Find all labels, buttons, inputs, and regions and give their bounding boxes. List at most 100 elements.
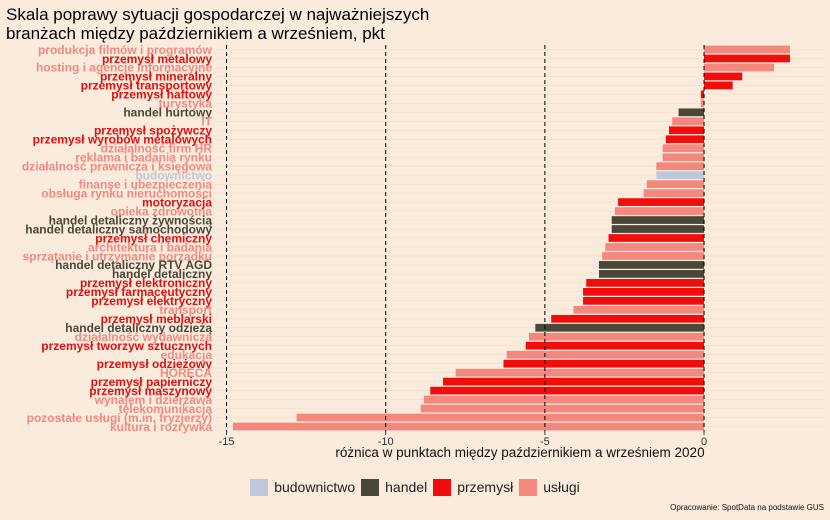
category-label: działalność wydawnicza [75, 330, 213, 344]
bar [583, 296, 705, 305]
legend-swatch [361, 478, 380, 496]
x-tick-label: -5 [540, 436, 550, 448]
category-label: handel detaliczny samochodowy [25, 222, 212, 236]
legend-swatch [519, 478, 538, 496]
category-label: przemysł odzieżowy [97, 357, 213, 371]
category-label: IT [201, 115, 212, 129]
bar [525, 341, 705, 350]
bar [506, 350, 705, 359]
category-label: budownictwo [135, 168, 212, 182]
legend-swatch [433, 478, 452, 496]
category-label: przemysł elektroniczny [80, 276, 212, 290]
category-label: przemysł elektryczny [91, 294, 212, 308]
category-label: motoryzacja [142, 195, 212, 209]
bar [455, 368, 705, 377]
x-tick-label: -10 [378, 436, 394, 448]
bar [643, 189, 705, 197]
source-note: Opracowanie: SpotData na podstawie GUS [670, 503, 824, 512]
category-label: handel detaliczny RTV AGD [55, 258, 212, 272]
bar [704, 63, 775, 72]
bar [669, 126, 705, 135]
legend-label: handel [385, 479, 428, 495]
category-label: telekomunikacja [119, 402, 213, 416]
bar [656, 162, 705, 171]
category-label: przemysł maszynowy [89, 384, 212, 398]
bar [443, 377, 705, 386]
bar [704, 54, 790, 63]
chart-title: Skala poprawy sytuacji gospodarczej w na… [6, 5, 430, 43]
legend: budownictwo handel przemysł usługi [0, 476, 830, 498]
category-label: sprzątanie i utrzymanie porządku [23, 249, 212, 263]
bar [598, 270, 705, 278]
bar [704, 81, 733, 90]
bar [423, 395, 705, 404]
bar [296, 413, 705, 422]
category-label: przemysł papierniczy [91, 375, 213, 389]
category-label: turystyka [159, 97, 213, 111]
legend-item: usługi [519, 478, 580, 496]
legend-label: usługi [543, 479, 580, 495]
category-label: architektura i badania [88, 240, 212, 254]
bar [611, 225, 705, 233]
category-label: przemysł wyrobów metalowych [33, 133, 212, 147]
category-label: pozostałe usługi (m.in. fryzjerzy) [27, 411, 212, 425]
bar [535, 323, 705, 332]
category-label: przemysł meblarski [101, 312, 212, 326]
bar [528, 332, 705, 341]
category-label: przemysł farmaceutyczny [66, 285, 212, 299]
x-axis-label: różnica w punktach między październikiem… [335, 445, 704, 460]
category-label: kultura i rozrywka [110, 420, 212, 434]
reference-lines [226, 45, 705, 431]
bar [672, 117, 705, 126]
legend-label: przemysł [457, 479, 514, 495]
category-label: reklama i badania rynku [75, 151, 212, 165]
bar [656, 171, 705, 180]
category-label: handel detaliczny [112, 267, 212, 281]
bar [420, 404, 705, 413]
category-label: produkcja filmów i programów [38, 43, 213, 57]
x-tick-label: 0 [701, 436, 707, 448]
x-tick-label: -15 [219, 436, 235, 448]
category-label: działalność prawnicza i księgowa [22, 159, 212, 173]
bar [611, 216, 705, 224]
x-axis-ticks: -15 -10 -5 0 [219, 431, 707, 448]
category-label: przemysł tworzyw sztucznych [41, 339, 212, 353]
bar [430, 386, 705, 395]
bar [662, 144, 705, 153]
legend-item: budownictwo [250, 478, 356, 496]
category-label: przemysł spożywczy [94, 124, 212, 138]
bar [602, 252, 705, 260]
bar [614, 207, 705, 215]
category-label: przemysł chemiczny [95, 231, 212, 245]
bar [573, 305, 705, 314]
legend-label: budownictwo [274, 479, 356, 495]
legend-item: przemysł [433, 478, 514, 496]
bar [662, 153, 705, 162]
bar [646, 180, 705, 188]
bar [551, 314, 705, 323]
category-label: hosting i agencje informacyjne [36, 61, 212, 75]
bar [678, 108, 705, 117]
category-label: opieka zdrowotna [111, 204, 213, 218]
bar [232, 422, 705, 431]
bar [608, 234, 705, 242]
bar [700, 90, 705, 99]
legend-item: handel [361, 478, 428, 496]
category-label: handel detaliczny żywnością [49, 213, 213, 227]
category-label: handel hurtowy [123, 106, 212, 120]
bar [586, 279, 705, 287]
category-label: działalność firm HR [101, 142, 213, 156]
category-label: finanse i ubezpieczenia [79, 177, 213, 191]
category-label: edukacja [161, 348, 213, 362]
legend-swatch [250, 478, 269, 496]
bar-series [232, 45, 790, 431]
category-label: wynajem i dzierżawa [94, 393, 213, 407]
bar [598, 261, 705, 269]
category-label: handel detaliczny odzieżą [65, 321, 212, 335]
category-label: HORECA [160, 366, 212, 380]
bar [704, 45, 790, 54]
bar [503, 359, 705, 368]
category-label: transport [159, 303, 212, 317]
